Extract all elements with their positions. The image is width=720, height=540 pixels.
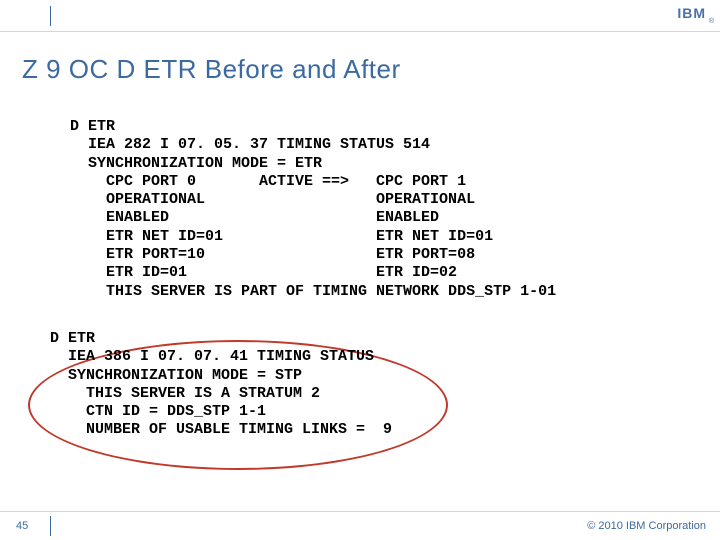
copyright: © 2010 IBM Corporation (587, 520, 706, 532)
ibm-logo: IBM (677, 5, 706, 21)
footer-divider (50, 516, 51, 536)
slide: IBM ® Z 9 OC D ETR Before and After D ET… (0, 0, 720, 540)
header-bar: IBM ® (0, 0, 720, 32)
slide-title: Z 9 OC D ETR Before and After (22, 54, 401, 85)
footer-rule (0, 511, 720, 512)
registered-mark: ® (709, 18, 714, 25)
header-divider (50, 6, 51, 26)
header-rule (0, 31, 720, 32)
code-block-before: D ETR IEA 282 I 07. 05. 37 TIMING STATUS… (70, 118, 556, 301)
code-block-after: D ETR IEA 386 I 07. 07. 41 TIMING STATUS… (50, 330, 392, 440)
page-number: 45 (16, 520, 28, 532)
